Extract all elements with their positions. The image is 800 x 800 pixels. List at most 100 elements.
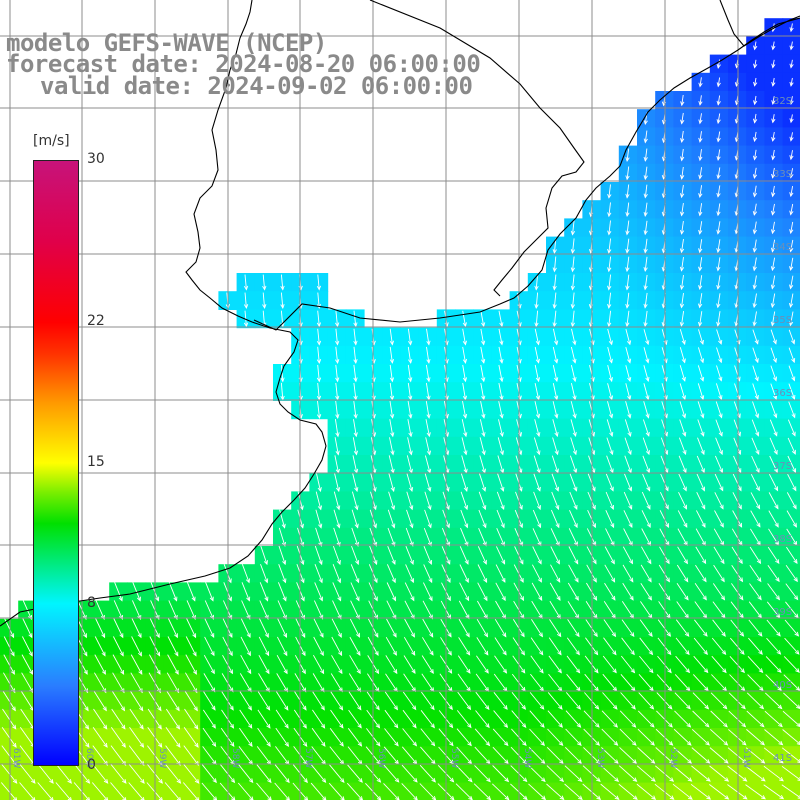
wind-arrow (788, 293, 794, 309)
wind-arrow (385, 636, 397, 656)
wind-cell (782, 527, 800, 547)
wind-arrow (352, 473, 359, 493)
wind-arrow (750, 474, 760, 492)
wind-arrow (386, 582, 396, 602)
wind-arrow (240, 636, 251, 657)
wind-arrow (716, 203, 721, 217)
wind-cell (764, 782, 784, 800)
wind-arrow (570, 419, 577, 438)
wind-arrow (600, 765, 620, 782)
wind-arrow (658, 582, 671, 601)
wind-arrow (353, 401, 358, 419)
wind-arrow (698, 275, 703, 291)
wind-arrow (767, 565, 780, 583)
wind-arrow (534, 419, 541, 438)
wind-arrow (607, 274, 612, 291)
wind-arrow (709, 765, 730, 782)
wind-arrow (21, 636, 33, 657)
wind-arrow (771, 114, 776, 124)
wind-arrow (404, 582, 415, 602)
wind-arrow (680, 112, 685, 125)
wind-arrow (479, 437, 486, 456)
wind-arrow (241, 600, 251, 620)
wind-arrow (766, 619, 781, 637)
wind-cell (782, 473, 800, 492)
wind-arrow (422, 618, 434, 638)
wind-cell (728, 782, 747, 800)
wind-arrow (313, 654, 325, 675)
wind-arrow (478, 509, 487, 529)
wind-arrow (763, 784, 785, 800)
wind-arrow (712, 583, 726, 601)
wind-arrow (565, 692, 581, 710)
wind-arrow (659, 492, 669, 510)
coastline (0, 0, 800, 627)
wind-arrow (480, 401, 486, 419)
wind-arrow (257, 709, 271, 729)
wind-arrow (789, 96, 794, 106)
wind-arrow (698, 113, 703, 125)
wind-arrow (384, 691, 398, 711)
wind-arrow (350, 600, 360, 620)
wind-arrow (240, 618, 251, 639)
wind-arrow (624, 437, 632, 456)
wind-arrow (654, 783, 675, 800)
wind-arrow (129, 708, 144, 730)
wind-arrow (623, 491, 633, 510)
wind-arrow (204, 618, 215, 639)
wind-arrow (607, 328, 613, 346)
wind-arrow (643, 292, 648, 309)
wind-arrow (781, 765, 800, 781)
wind-arrow (751, 419, 760, 437)
wind-arrow (728, 692, 746, 710)
wind-arrow (477, 564, 488, 584)
wind-arrow (351, 509, 359, 529)
wind-arrow (770, 293, 776, 309)
wind-arrow (460, 527, 469, 547)
wind-arrow (276, 673, 289, 693)
wind-arrow (784, 637, 800, 655)
wind-arrow (385, 655, 398, 675)
wind-arrow (731, 564, 744, 583)
wind-arrow (19, 763, 36, 784)
wind-arrow (110, 763, 127, 784)
wind-arrow (696, 455, 705, 474)
latitude-label: 41S (773, 753, 792, 764)
wind-arrow (698, 257, 703, 272)
wind-arrow (474, 765, 491, 783)
wind-arrow (716, 149, 721, 162)
wind-arrow (570, 346, 577, 364)
wind-arrow (716, 95, 721, 106)
wind-arrow (709, 728, 729, 746)
longitude-label: 51W (741, 748, 751, 768)
wind-arrow (204, 636, 215, 657)
wind-arrow (679, 275, 685, 291)
wind-arrow (131, 618, 142, 639)
wind-arrow (132, 582, 141, 602)
wind-arrow (752, 383, 759, 401)
wind-arrow (494, 655, 508, 674)
wind-arrow (93, 708, 108, 730)
wind-arrow (128, 763, 145, 784)
wind-arrow (407, 419, 413, 438)
wind-arrow (350, 564, 360, 584)
wind-arrow (691, 765, 711, 782)
wind-arrow (239, 691, 252, 711)
wind-arrow (461, 419, 468, 438)
wind-arrow (389, 328, 395, 346)
wind-arrow (657, 619, 672, 637)
wind-arrow (316, 346, 322, 365)
wind-cell (782, 436, 800, 456)
wind-arrow (767, 546, 780, 564)
wind-arrow (781, 784, 800, 799)
wind-arrow (789, 114, 794, 124)
wind-arrow (459, 582, 470, 602)
wind-arrow (405, 527, 414, 547)
wind-arrow (497, 437, 504, 456)
wind-arrow (781, 747, 800, 763)
wind-arrow (771, 41, 776, 51)
wind-arrow (551, 473, 560, 492)
wind-arrow (93, 690, 107, 712)
wind-arrow (679, 329, 686, 346)
